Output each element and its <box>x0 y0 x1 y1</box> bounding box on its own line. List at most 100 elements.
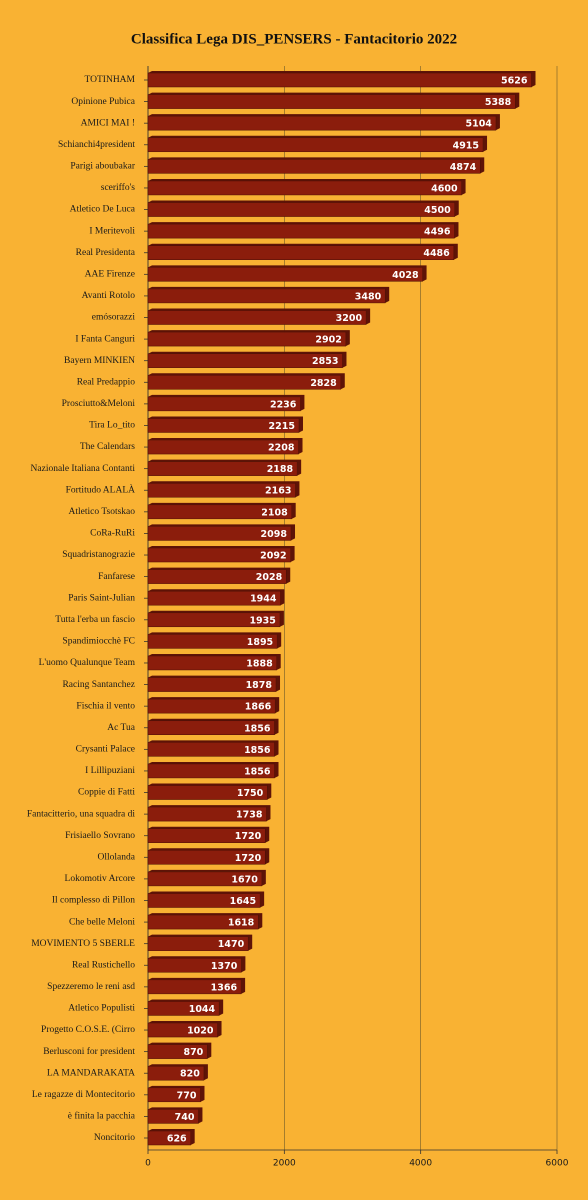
bar-depth <box>148 178 466 195</box>
bar <box>147 871 263 887</box>
bar-depth <box>148 956 246 973</box>
value-label: 1618 <box>228 918 255 929</box>
bar <box>147 1022 218 1038</box>
y-tick-label: Racing Santanchez <box>62 680 135 690</box>
value-label: 1370 <box>211 961 238 972</box>
bar-depth <box>148 265 427 282</box>
bar <box>147 223 455 239</box>
value-label: 1866 <box>245 702 272 713</box>
bar-depth <box>148 92 520 109</box>
bar-depth <box>148 869 266 886</box>
bar-depth <box>148 675 281 692</box>
value-label: 1856 <box>244 745 271 756</box>
value-label: 5626 <box>501 76 528 87</box>
y-tick-label: Atletico De Luca <box>70 205 136 215</box>
bar <box>147 914 259 930</box>
value-label: 1738 <box>236 810 263 821</box>
y-tick-label: sceriffo's <box>101 182 136 193</box>
y-tick-label: Bayern MINKIEN <box>64 356 135 366</box>
y-tick-label: AMICI MAI ! <box>81 118 135 128</box>
bar <box>147 936 249 951</box>
y-tick-label: Fanfarese <box>98 571 135 582</box>
y-tick-label: Progetto C.O.S.E. (Cirro <box>41 1024 135 1035</box>
y-tick-label: Nazionale Italiana Contanti <box>31 464 136 474</box>
y-tick-label: The Calendars <box>80 442 135 452</box>
y-tick-label: TOTINHAM <box>85 75 136 85</box>
y-tick-label: Tira Lo_tito <box>89 421 135 431</box>
bar <box>147 310 367 325</box>
y-tick-label: I Meritevoli <box>89 226 135 236</box>
bar-depth <box>148 351 347 368</box>
y-tick-label: Parigi aboubakar <box>70 162 135 172</box>
value-label: 1856 <box>244 766 271 777</box>
bar-depth <box>148 524 296 541</box>
value-label: 4874 <box>450 162 477 173</box>
y-tick-label: Le ragazze di Montecitorio <box>32 1090 135 1100</box>
value-label: 2902 <box>315 335 341 346</box>
bar-depth <box>148 71 536 87</box>
value-label: 1888 <box>246 658 273 669</box>
bar-depth <box>148 157 485 174</box>
value-label: 2208 <box>268 443 295 454</box>
bar <box>147 979 242 995</box>
y-tick-label: Prosciutto&Meloni <box>62 399 136 409</box>
value-label: 2092 <box>260 551 286 562</box>
bar-depth <box>148 1107 203 1124</box>
value-label: 626 <box>167 1134 187 1145</box>
x-tick-label: 4000 <box>409 1159 432 1169</box>
bar-depth <box>148 740 279 757</box>
y-tick-label: L'uomo Qualunque Team <box>39 658 136 668</box>
bar <box>147 504 292 520</box>
bar <box>147 461 298 476</box>
bar-depth <box>148 222 459 239</box>
y-tick-label: Coppie di Fatti <box>78 788 135 798</box>
y-tick-label: MOVIMENTO 5 SBERLE <box>31 939 135 949</box>
value-label: 820 <box>180 1069 200 1080</box>
value-label: 1944 <box>250 594 277 605</box>
bar <box>147 1065 205 1081</box>
bar <box>147 806 267 822</box>
bar-depth <box>148 459 302 476</box>
value-label: 2163 <box>265 486 291 497</box>
value-label: 1470 <box>218 939 245 950</box>
bar <box>147 1130 191 1146</box>
value-label: 770 <box>177 1090 197 1101</box>
bar <box>147 958 242 973</box>
bar <box>147 72 532 88</box>
y-tick-label: Real Presidenta <box>76 248 136 258</box>
y-tick-label: Spandimiocchè FC <box>62 637 135 647</box>
bar-depth <box>148 697 280 714</box>
bar <box>147 547 291 563</box>
bar-depth <box>148 1064 208 1081</box>
value-label: 2215 <box>269 421 295 432</box>
y-tick-label: Noncitorio <box>94 1133 135 1143</box>
chart-title: Classifica Lega DIS_PENSERS - Fantacitor… <box>131 31 457 47</box>
value-label: 2028 <box>256 572 283 583</box>
bar-depth <box>148 567 291 584</box>
bar <box>147 137 484 153</box>
bar <box>147 1109 199 1124</box>
bar <box>147 1087 201 1103</box>
bar <box>147 828 266 843</box>
y-tick-label: Real Rustichello <box>72 960 135 970</box>
value-label: 2188 <box>267 464 294 475</box>
bar-depth <box>148 783 272 800</box>
value-label: 2853 <box>312 356 338 367</box>
y-tick-label: Avanti Rotolo <box>82 291 136 301</box>
value-label: 1935 <box>249 615 275 626</box>
value-label: 1878 <box>246 680 273 691</box>
value-label: 2098 <box>261 529 288 540</box>
y-tick-label: Atletico Tsotskao <box>69 507 136 517</box>
value-label: 2828 <box>310 378 337 389</box>
bar-depth <box>148 200 459 217</box>
bar-depth <box>148 243 458 260</box>
bar-depth <box>148 805 271 822</box>
value-label: 1645 <box>230 896 256 907</box>
x-tick-label: 6000 <box>546 1159 569 1169</box>
bar-depth <box>148 977 246 994</box>
bar-depth <box>148 416 303 433</box>
bar <box>147 159 481 174</box>
bar <box>147 1001 220 1016</box>
bar-depth <box>148 718 279 735</box>
